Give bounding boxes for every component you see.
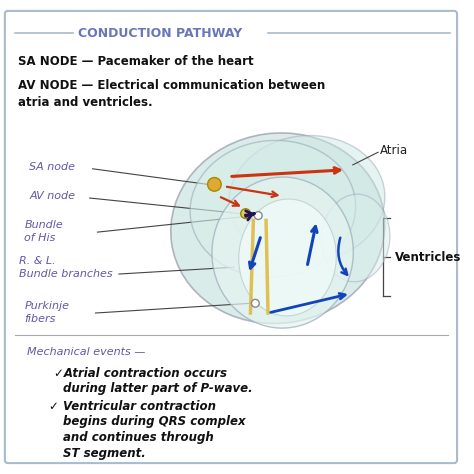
Circle shape (241, 209, 250, 219)
Ellipse shape (321, 194, 390, 282)
Text: ST segment.: ST segment. (64, 447, 146, 459)
Text: fibers: fibers (24, 314, 56, 324)
Text: Bundle: Bundle (24, 220, 63, 230)
Circle shape (251, 300, 259, 307)
Text: atria and ventricles.: atria and ventricles. (18, 96, 152, 109)
Text: CONDUCTION PATHWAY: CONDUCTION PATHWAY (78, 27, 242, 40)
Text: SA NODE — Pacemaker of the heart: SA NODE — Pacemaker of the heart (18, 55, 253, 68)
Text: Mechanical events —: Mechanical events — (27, 347, 146, 357)
Text: Ventricles: Ventricles (395, 251, 461, 264)
Text: ✓ Ventricular contraction: ✓ Ventricular contraction (49, 400, 216, 413)
Circle shape (255, 212, 262, 219)
Text: Atria: Atria (380, 144, 408, 157)
Ellipse shape (190, 140, 356, 277)
Text: AV node: AV node (29, 191, 75, 201)
Ellipse shape (171, 133, 385, 323)
Ellipse shape (239, 199, 336, 316)
Circle shape (208, 178, 221, 191)
FancyBboxPatch shape (5, 11, 457, 463)
Ellipse shape (229, 136, 385, 263)
Text: R. & L.: R. & L. (19, 256, 56, 266)
Ellipse shape (212, 177, 353, 328)
Text: Bundle branches: Bundle branches (19, 269, 113, 279)
Text: and continues through: and continues through (64, 431, 214, 444)
Text: begins during QRS complex: begins during QRS complex (64, 415, 246, 428)
Text: during latter part of P-wave.: during latter part of P-wave. (64, 382, 253, 395)
Text: AV NODE — Electrical communication between: AV NODE — Electrical communication betwe… (18, 79, 325, 92)
Text: ✓Atrial contraction occurs: ✓Atrial contraction occurs (54, 366, 227, 380)
Text: SA node: SA node (29, 162, 75, 172)
Text: Purkinje: Purkinje (24, 301, 69, 311)
Text: of His: of His (24, 233, 56, 243)
